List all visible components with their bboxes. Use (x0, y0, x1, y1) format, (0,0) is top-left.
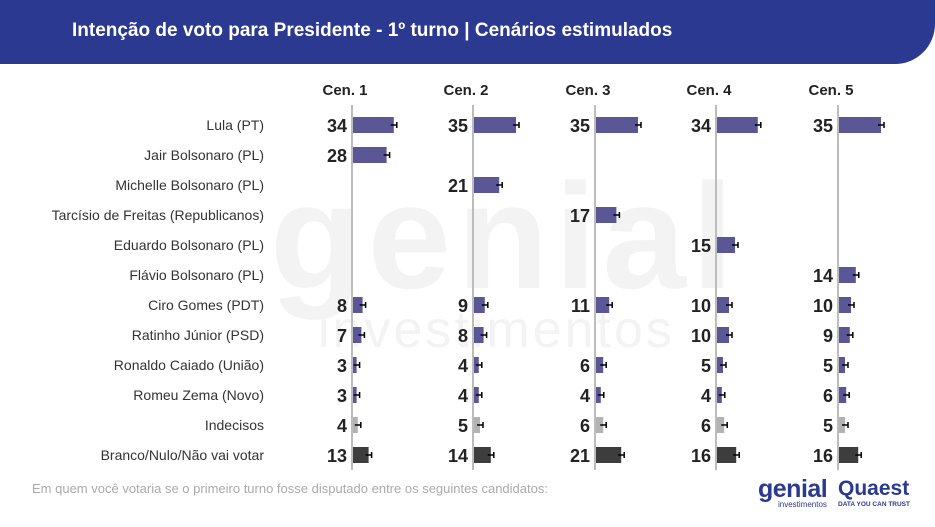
bar (353, 147, 387, 163)
value-label: 17 (570, 206, 590, 226)
category-label: Indecisos (205, 417, 264, 433)
category-label: Ratinho Júnior (PSD) (132, 327, 264, 343)
value-label: 6 (823, 386, 833, 406)
value-label: 7 (337, 326, 347, 346)
bar (839, 327, 850, 343)
value-label: 11 (571, 296, 590, 316)
bar (353, 117, 394, 133)
bar (839, 267, 856, 283)
bar (596, 417, 604, 433)
genial-logo: genial investimentos (758, 475, 828, 510)
category-label: Jair Bolsonaro (PL) (144, 147, 264, 163)
category-label: Flávio Bolsonaro (PL) (129, 267, 264, 283)
category-label: Romeu Zema (Novo) (133, 387, 264, 403)
value-label: 9 (823, 326, 833, 346)
bar (839, 297, 851, 313)
value-label: 3 (337, 356, 347, 376)
value-label: 10 (813, 296, 833, 316)
bar (474, 447, 491, 463)
value-label: 5 (701, 356, 711, 376)
value-label: 35 (570, 116, 590, 136)
bar (717, 447, 737, 463)
value-label: 6 (580, 356, 590, 376)
panel-header: Cen. 3 (565, 82, 610, 99)
value-label: 14 (813, 266, 833, 286)
bar (717, 297, 729, 313)
bar (596, 117, 638, 133)
category-label: Eduardo Bolsonaro (PL) (114, 237, 264, 253)
value-label: 5 (823, 416, 833, 436)
value-label: 4 (337, 416, 347, 436)
bar (717, 237, 735, 253)
value-label: 6 (701, 416, 711, 436)
bar (839, 387, 847, 403)
header-banner: Intenção de voto para Presidente - 1º tu… (0, 0, 935, 64)
category-label: Ronaldo Caiado (União) (114, 357, 264, 373)
value-label: 28 (327, 146, 347, 166)
value-label: 35 (813, 116, 833, 136)
value-label: 9 (458, 296, 468, 316)
bar (353, 327, 362, 343)
value-label: 14 (448, 446, 468, 466)
category-label: Ciro Gomes (PDT) (148, 297, 264, 313)
value-label: 21 (448, 176, 468, 196)
value-label: 4 (580, 386, 590, 406)
bar (474, 327, 484, 343)
bar (839, 117, 881, 133)
value-label: 10 (691, 326, 711, 346)
value-label: 16 (691, 446, 711, 466)
footnote: Em quem você votaria se o primeiro turno… (32, 481, 548, 496)
value-label: 4 (701, 386, 711, 406)
value-label: 5 (823, 356, 833, 376)
bar (596, 207, 617, 223)
bar (474, 117, 516, 133)
panel-header: Cen. 2 (443, 82, 488, 99)
category-label: Tarcísio de Freitas (Republicanos) (52, 207, 264, 223)
value-label: 34 (691, 116, 711, 136)
quaest-logo: Quaest DATA YOU CAN TRUST (838, 477, 910, 509)
value-label: 3 (337, 386, 347, 406)
panel-header: Cen. 1 (322, 82, 367, 99)
value-label: 5 (458, 416, 468, 436)
bar (717, 417, 725, 433)
value-label: 4 (458, 356, 468, 376)
value-label: 13 (327, 446, 347, 466)
value-label: 16 (813, 446, 833, 466)
category-label: Branco/Nulo/Não vai votar (101, 447, 265, 463)
bar (474, 297, 485, 313)
bar (596, 447, 622, 463)
category-label: Michelle Bolsonaro (PL) (115, 177, 264, 193)
bar (353, 447, 369, 463)
value-label: 15 (691, 236, 711, 256)
value-label: 6 (580, 416, 590, 436)
value-label: 8 (337, 296, 347, 316)
value-label: 34 (327, 116, 347, 136)
value-label: 4 (458, 386, 468, 406)
panel-header: Cen. 5 (808, 82, 853, 99)
value-label: 35 (448, 116, 468, 136)
page-title: Intenção de voto para Presidente - 1º tu… (72, 20, 673, 41)
panel-header: Cen. 4 (686, 82, 732, 99)
bar (839, 447, 859, 463)
watermark-logo: genial (270, 152, 740, 320)
bar (353, 297, 363, 313)
watermark-sub: investimentos (318, 301, 675, 359)
value-label: 8 (458, 326, 468, 346)
bar (717, 327, 729, 343)
category-label: Lula (PT) (206, 117, 264, 133)
bar (474, 177, 500, 193)
bar (717, 117, 758, 133)
value-label: 10 (691, 296, 711, 316)
bar (596, 297, 610, 313)
value-label: 21 (570, 446, 590, 466)
bar (596, 357, 604, 373)
